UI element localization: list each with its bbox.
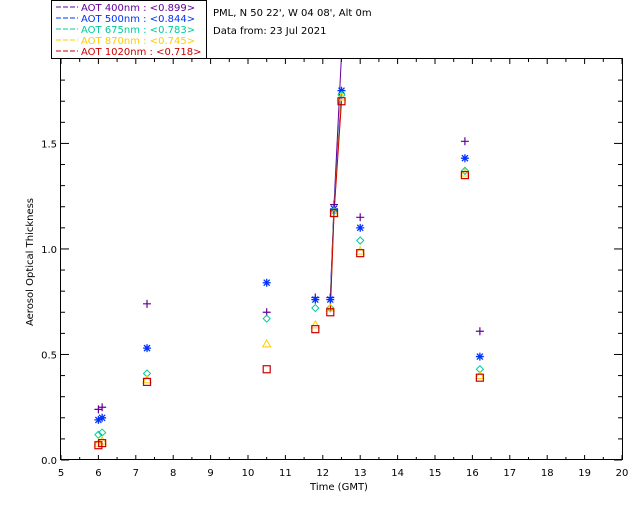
data-point-square (329, 208, 339, 218)
data-point-asterisk (262, 278, 271, 287)
legend-entries: AOT 400nm : <0.899>AOT 500nm : <0.844>AO… (56, 3, 201, 58)
x-tick-label: 9 (207, 468, 213, 479)
series-3-points (93, 91, 485, 447)
legend-entry: AOT 500nm : <0.844> (81, 14, 195, 25)
data-point-plus (94, 405, 103, 414)
x-tick-label: 20 (616, 468, 629, 479)
x-tick-label: 16 (466, 468, 479, 479)
data-point-square (356, 249, 365, 258)
x-axis-label: Time (GMT) (309, 482, 368, 493)
x-tick-label: 15 (429, 468, 442, 479)
x-tick-label: 10 (242, 468, 255, 479)
legend-entry: AOT 870nm : <0.745> (81, 36, 195, 47)
data-point-square (475, 373, 484, 382)
series-1-points (94, 86, 484, 424)
legend-entry: AOT 675nm : <0.783> (81, 25, 195, 36)
data-point-asterisk (94, 415, 103, 424)
legend: AOT 400nm : <0.899>AOT 500nm : <0.844>AO… (51, 0, 207, 59)
data-point-triangle (310, 319, 321, 329)
x-tick-label: 13 (354, 468, 367, 479)
x-tick-label: 5 (58, 468, 64, 479)
data-point-diamond (262, 314, 271, 323)
data-point-diamond (475, 365, 485, 374)
y-axis-label: Aerosol Optical Thickness (25, 198, 36, 326)
data-point-square (460, 170, 470, 180)
data-point-asterisk (475, 352, 484, 361)
data-point-triangle (325, 303, 336, 312)
legend-entry: AOT 1020nm : <0.718> (81, 47, 201, 58)
x-tick-label: 17 (503, 468, 516, 479)
data-point-asterisk (326, 295, 335, 304)
data-point-asterisk (98, 413, 107, 422)
data-point-asterisk (311, 295, 320, 304)
data-point-asterisk (460, 154, 469, 163)
data-point-triangle (460, 167, 470, 177)
y-tick-label: 1.5 (41, 139, 57, 150)
data-point-plus (98, 403, 107, 412)
data-point-square (326, 308, 335, 317)
y-tick-label: 0.0 (41, 456, 57, 467)
data-point-square (142, 377, 152, 387)
data-point-plus (356, 213, 365, 222)
series-2-points (94, 90, 485, 439)
x-tick-label: 7 (133, 468, 139, 479)
x-axis: 5 6 7 8 9 10 11 12 13 14 15 16 17 18 19 20 (58, 59, 629, 479)
data-point-triangle (261, 338, 272, 348)
plot-frame (60, 58, 623, 460)
y-tick-label: 0.5 (41, 350, 57, 361)
data-date: Data from: 23 Jul 2021 (213, 26, 326, 37)
x-tick-label: 18 (541, 468, 554, 479)
data-point-square (311, 325, 320, 334)
x-tick-label: 11 (279, 468, 292, 479)
data-point-plus (143, 299, 152, 308)
data-point-diamond (142, 369, 152, 378)
data-point-triangle (142, 374, 152, 384)
data-point-plus (460, 137, 469, 146)
series-4-points (94, 97, 484, 450)
data-point-diamond (355, 236, 365, 245)
series-0-points (94, 137, 484, 414)
data-point-triangle (336, 91, 347, 101)
data-point-asterisk (143, 344, 152, 353)
data-point-square (98, 439, 107, 448)
data-point-diamond (460, 166, 470, 176)
y-tick-label: 1.0 (41, 245, 57, 256)
data-point-diamond (337, 90, 346, 100)
x-tick-label: 12 (316, 468, 329, 479)
data-point-asterisk (356, 223, 365, 232)
data-point-triangle (475, 370, 485, 380)
series-line-4 (329, 101, 342, 313)
data-point-asterisk (337, 86, 346, 95)
x-tick-label: 6 (95, 468, 101, 479)
y-axis: 0.0 0.5 1.0 1.5 (41, 79, 622, 467)
x-tick-label: 19 (578, 468, 591, 479)
data-point-diamond (311, 303, 320, 313)
data-point-square (337, 97, 346, 106)
x-tick-label: 14 (391, 468, 404, 479)
data-point-plus (475, 327, 484, 336)
data-point-triangle (355, 246, 366, 255)
data-point-square (262, 365, 271, 374)
legend-entry: AOT 400nm : <0.899> (81, 3, 195, 14)
station-info: PML, N 50 22', W 04 08', Alt 0m (213, 8, 372, 19)
series-points (93, 86, 485, 450)
x-tick-label: 8 (170, 468, 176, 479)
